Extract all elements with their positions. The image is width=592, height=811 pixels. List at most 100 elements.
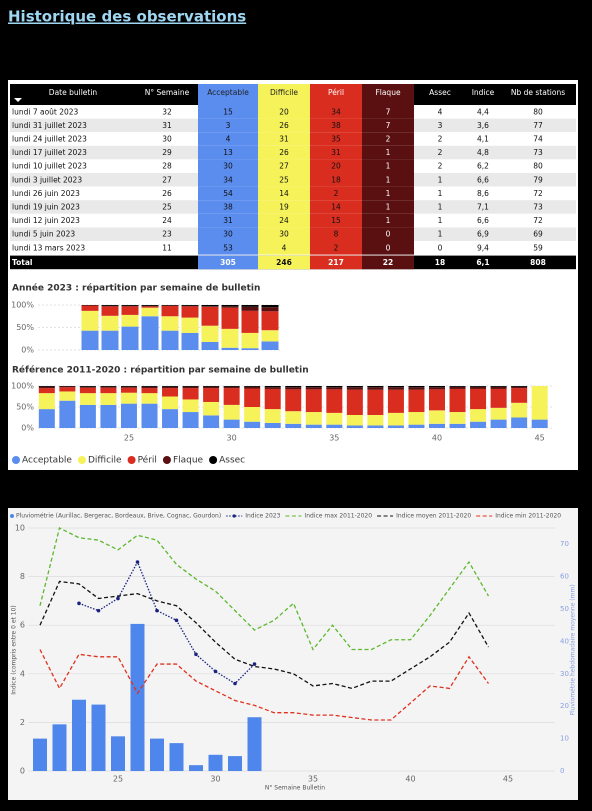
table-cell (136, 213, 198, 228)
cell-text: 1 (386, 148, 391, 157)
bar-segment (81, 310, 99, 331)
cell-text: 73 (533, 203, 543, 212)
cell-text: 7,1 (477, 203, 489, 212)
table-cell (198, 173, 258, 187)
table-cell (310, 159, 362, 173)
bar-segment (449, 386, 466, 389)
bar-segment (162, 409, 179, 428)
legend-label: Indice moyen 2011-2020 (396, 513, 471, 520)
table-cell (136, 241, 198, 255)
cell-text: 4,4 (477, 107, 489, 116)
bar-segment (201, 325, 219, 342)
bar-segment (182, 399, 199, 413)
bar-segment (59, 391, 76, 401)
bar-segment (490, 386, 507, 389)
cell-text: lundi 17 juillet 2023 (12, 148, 87, 157)
bar-segment (305, 387, 322, 390)
table-cell (500, 105, 576, 119)
table-cell (414, 132, 466, 146)
cell-text: 20 (331, 162, 341, 171)
column-header: Difficile (270, 88, 298, 97)
x-tick-label: 25 (113, 775, 123, 784)
table-cell (466, 227, 500, 241)
bar-segment (490, 419, 507, 428)
header-cell (258, 84, 310, 105)
cell-text: 7 (386, 121, 391, 130)
table-cell (10, 227, 136, 241)
bar-segment (241, 310, 259, 333)
bar-segment (387, 389, 404, 413)
table-cell (362, 105, 414, 119)
bar-segment (511, 402, 528, 418)
table-cell (500, 132, 576, 146)
rain-bar (52, 724, 67, 771)
bar-segment (261, 330, 279, 342)
bar-segment (223, 386, 240, 389)
bar-segment (408, 386, 425, 388)
bar-segment (490, 407, 507, 420)
table-cell (10, 159, 136, 173)
table-cell (136, 159, 198, 173)
cell-text: 80 (533, 162, 543, 171)
index-marker (77, 601, 81, 606)
cell-text: 3 (226, 121, 231, 130)
table-cell (258, 241, 310, 255)
cell-text: 27 (279, 162, 289, 171)
table-cell (136, 132, 198, 146)
bar-segment (490, 388, 507, 408)
bar-segment (408, 387, 425, 390)
table-cell (362, 159, 414, 173)
table-cell (362, 145, 414, 160)
bar-segment (449, 388, 466, 413)
header-cell (136, 84, 198, 105)
rain-bar (91, 704, 106, 771)
table-cell (500, 159, 576, 173)
cell-text: 15 (223, 107, 233, 116)
table-cell (414, 145, 466, 160)
table-cell (258, 186, 310, 201)
y-tick-label: 50% (16, 403, 34, 412)
cell-text: 26 (279, 148, 289, 157)
bar-segment (141, 306, 159, 308)
y-tick-label: 0% (21, 346, 34, 355)
bar-segment (221, 307, 239, 329)
total-text: 217 (328, 258, 344, 267)
cell-text: 29 (162, 148, 172, 157)
total-text: 18 (435, 258, 445, 267)
table-cell (466, 200, 500, 214)
cell-text: 54 (223, 189, 233, 198)
table-cell (466, 118, 500, 133)
rain-bar (189, 765, 203, 771)
table-cell (466, 145, 500, 160)
bar-segment (38, 386, 55, 389)
cell-text: 30 (162, 135, 172, 144)
cell-text: 3 (438, 121, 443, 130)
y2-axis-title: Pluviométrie hebdomadaire moyenne (mm) (570, 584, 577, 715)
bar-segment (511, 386, 528, 389)
bar-segment (121, 326, 139, 350)
bar-segment (367, 386, 384, 388)
x-tick-label: 45 (535, 434, 545, 443)
index-marker (233, 681, 237, 686)
cell-text: 4,8 (477, 148, 489, 157)
table-cell (500, 118, 576, 133)
bar-segment (470, 421, 487, 428)
bar-segment (531, 419, 548, 428)
index-marker (213, 669, 218, 674)
table-cell (362, 173, 414, 187)
x-tick-label: 45 (503, 775, 513, 784)
table-cell (500, 173, 576, 187)
bar-segment (162, 386, 179, 387)
table-cell (198, 118, 258, 133)
bar-segment (244, 407, 261, 422)
bar-segment (387, 386, 404, 388)
bar-segment (511, 417, 528, 428)
cell-text: 11 (162, 243, 172, 252)
bar-segment (100, 386, 117, 387)
header-cell (414, 84, 466, 105)
bar-segment (326, 387, 343, 390)
bar-segment (346, 425, 363, 428)
total-text: 246 (276, 258, 292, 267)
index-marker (174, 618, 179, 623)
